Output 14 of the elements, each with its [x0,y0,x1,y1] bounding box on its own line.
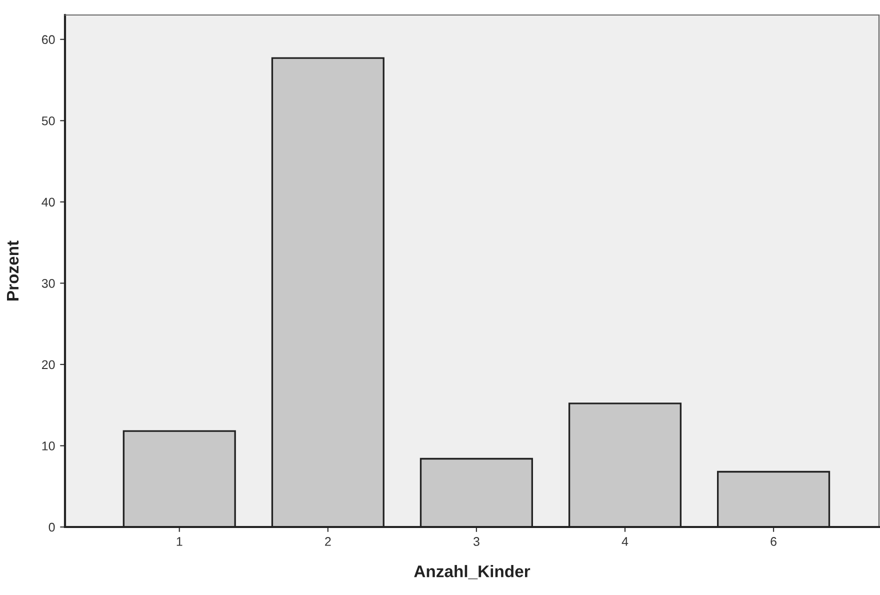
x-tick-label: 2 [325,537,331,546]
x-tick-label: 4 [622,537,628,546]
y-tick-label: 0 [48,522,55,532]
y-tick-label: 60 [42,35,55,44]
x-axis-title: Anzahl_Kinder [414,565,530,580]
y-tick-label: 30 [42,278,55,288]
y-axis-title: Prozent [7,240,19,300]
x-tick-label: 6 [770,537,776,546]
y-tick-label: 20 [42,360,55,370]
y-tick-label: 10 [42,442,55,450]
y-tick-label: 40 [42,198,55,207]
x-tick-label: 1 [176,537,182,546]
x-tick-label: 3 [473,537,480,546]
y-tick-label: 50 [42,116,55,126]
